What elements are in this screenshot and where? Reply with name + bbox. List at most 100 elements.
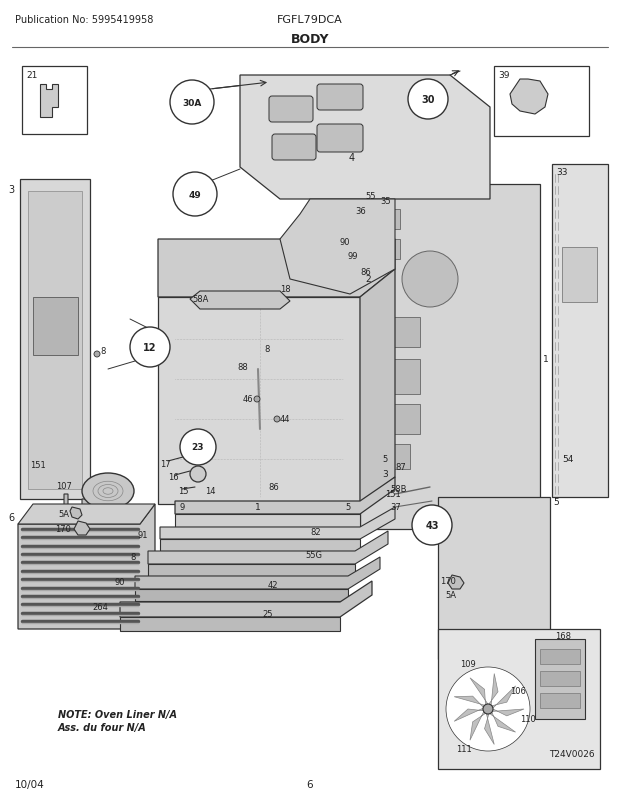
Polygon shape [120,581,372,618]
Polygon shape [492,709,524,716]
Polygon shape [120,618,340,631]
Text: 86: 86 [268,483,279,492]
Text: 99: 99 [348,252,358,261]
Text: Publication No: 5995419958: Publication No: 5995419958 [15,15,153,25]
Text: 37: 37 [390,503,401,512]
Text: eReplacementParts.com: eReplacementParts.com [225,423,395,436]
Text: 90: 90 [115,577,125,587]
Text: 4: 4 [349,153,355,163]
Polygon shape [18,504,155,630]
Ellipse shape [82,473,134,509]
Polygon shape [175,477,395,514]
Text: 12: 12 [143,342,157,353]
Text: 5A: 5A [445,591,456,600]
Text: 264: 264 [92,603,108,612]
Text: 30A: 30A [182,99,202,107]
Text: 17: 17 [160,460,171,469]
Text: 8: 8 [100,347,105,356]
Bar [22,67,87,135]
Text: 1: 1 [255,503,261,512]
Text: 58B: 58B [390,485,407,494]
Text: 3: 3 [382,470,388,479]
Text: 106: 106 [510,687,526,695]
Text: 110: 110 [520,715,536,723]
Text: 25: 25 [262,610,273,618]
Text: 82: 82 [310,528,321,537]
Polygon shape [280,200,395,294]
Polygon shape [160,539,360,551]
Bar [375,404,420,435]
Circle shape [254,396,260,403]
Bar [540,671,580,687]
Polygon shape [470,711,485,740]
Text: 21: 21 [26,71,37,80]
Polygon shape [484,714,494,744]
Text: 6: 6 [8,512,14,522]
Text: 35: 35 [380,196,391,206]
Polygon shape [492,686,516,708]
Polygon shape [489,674,498,705]
Text: 55: 55 [365,192,376,200]
Text: 86: 86 [360,268,371,277]
Circle shape [170,81,214,125]
Text: 33: 33 [556,168,567,176]
Bar [380,318,420,347]
Text: 88: 88 [237,363,248,372]
Text: 15: 15 [178,487,188,496]
Circle shape [408,80,448,119]
Text: 9: 9 [180,503,185,512]
Text: 36: 36 [355,207,366,216]
Bar [370,444,410,469]
Polygon shape [148,565,355,577]
FancyBboxPatch shape [269,97,313,123]
Polygon shape [135,589,348,602]
Polygon shape [28,192,82,489]
Text: 91: 91 [138,531,148,540]
Text: 3: 3 [8,184,14,195]
Text: 5: 5 [382,455,388,464]
Polygon shape [158,298,360,504]
Text: 43: 43 [425,520,439,530]
Polygon shape [438,497,550,659]
Text: BODY: BODY [291,33,329,46]
Text: 90: 90 [340,237,350,247]
Text: 46: 46 [242,395,253,404]
Bar [370,240,400,260]
Text: 170: 170 [55,525,71,534]
Polygon shape [20,180,90,500]
Bar [562,248,597,302]
Polygon shape [74,521,90,535]
Text: 151: 151 [385,490,401,499]
Polygon shape [490,712,516,732]
Polygon shape [64,494,95,520]
FancyBboxPatch shape [317,125,363,153]
Polygon shape [360,269,395,504]
Polygon shape [470,678,488,705]
Text: T24V0026: T24V0026 [549,749,595,758]
Text: 54: 54 [562,455,574,464]
Text: 170: 170 [440,577,456,585]
Polygon shape [175,514,360,528]
Polygon shape [148,532,388,565]
Circle shape [173,172,217,217]
Bar [33,298,78,355]
Circle shape [402,252,458,308]
Polygon shape [70,508,82,520]
Polygon shape [454,708,484,722]
Bar [494,67,589,137]
Text: 5: 5 [345,503,350,512]
Text: NOTE: Oven Liner N/A: NOTE: Oven Liner N/A [58,709,177,719]
Polygon shape [552,164,608,497]
Text: 5A: 5A [58,510,69,519]
Bar [540,649,580,664]
FancyBboxPatch shape [272,135,316,160]
Polygon shape [454,696,485,707]
Text: 16: 16 [168,473,179,482]
Circle shape [130,327,170,367]
Polygon shape [535,639,585,719]
Text: 10/04: 10/04 [15,779,45,789]
Circle shape [412,505,452,545]
Polygon shape [158,240,395,298]
Bar [370,359,420,395]
Text: 151: 151 [30,461,46,470]
